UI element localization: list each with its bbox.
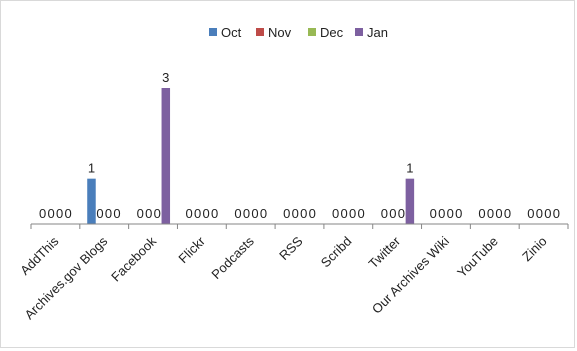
data-label-facebook-dec: 0	[154, 206, 161, 221]
data-label-zinio-jan: 0	[553, 206, 560, 221]
legend-label-dec: Dec	[320, 25, 344, 40]
data-label-podcasts-oct: 0	[234, 206, 241, 221]
legend-label-nov: Nov	[268, 25, 292, 40]
legend-swatch-nov	[256, 28, 264, 36]
data-label-podcasts-jan: 0	[260, 206, 267, 221]
data-label-our-archives-wiki-dec: 0	[447, 206, 454, 221]
data-label-twitter-dec: 0	[398, 206, 405, 221]
legend-label-jan: Jan	[367, 25, 388, 40]
legend: Oct Nov Dec Jan	[209, 25, 388, 40]
x-tick-label-twitter: Twitter	[366, 233, 404, 271]
data-label-youtube-dec: 0	[495, 206, 502, 221]
data-label-scribd-jan: 0	[357, 206, 364, 221]
x-tick-label-zinio: Zinio	[519, 234, 550, 265]
bar-twitter-jan	[405, 178, 415, 224]
data-label-podcasts-dec: 0	[251, 206, 258, 221]
x-axis-ticks	[30, 224, 569, 229]
data-label-scribd-oct: 0	[332, 206, 339, 221]
data-label-archives-gov-blogs-oct: 1	[88, 161, 95, 176]
data-label-rss-nov: 0	[292, 206, 299, 221]
legend-swatch-oct	[209, 28, 217, 36]
x-tick-label-podcasts: Podcasts	[208, 233, 257, 282]
data-label-archives-gov-blogs-jan: 0	[113, 206, 120, 221]
x-tick-label-rss: RSS	[276, 233, 306, 263]
data-label-rss-dec: 0	[300, 206, 307, 221]
data-label-flickr-nov: 0	[194, 206, 201, 221]
x-tick-label-youtube: YouTube	[454, 234, 501, 281]
data-label-flickr-jan: 0	[211, 206, 218, 221]
data-label-addthis-dec: 0	[56, 206, 63, 221]
data-label-our-archives-wiki-jan: 0	[455, 206, 462, 221]
legend-swatch-jan	[355, 28, 363, 36]
data-label-facebook-jan: 3	[162, 70, 169, 85]
data-label-twitter-jan: 1	[406, 161, 413, 176]
x-tick-label-flickr: Flickr	[175, 233, 208, 266]
data-label-archives-gov-blogs-dec: 0	[105, 206, 112, 221]
data-label-facebook-oct: 0	[137, 206, 144, 221]
data-label-addthis-oct: 0	[39, 206, 46, 221]
data-label-flickr-dec: 0	[202, 206, 209, 221]
data-label-youtube-oct: 0	[478, 206, 485, 221]
data-label-scribd-dec: 0	[349, 206, 356, 221]
bar-facebook-jan	[161, 88, 171, 224]
data-label-our-archives-wiki-nov: 0	[438, 206, 445, 221]
x-tick-label-addthis: AddThis	[17, 233, 62, 278]
data-label-youtube-nov: 0	[487, 206, 494, 221]
data-label-zinio-nov: 0	[536, 206, 543, 221]
legend-label-oct: Oct	[221, 25, 242, 40]
data-label-our-archives-wiki-oct: 0	[430, 206, 437, 221]
x-tick-label-archives-gov-blogs: Archives.gov Blogs	[22, 233, 111, 322]
data-label-zinio-oct: 0	[527, 206, 534, 221]
data-label-addthis-jan: 0	[65, 206, 72, 221]
data-labels: 0 0 0 010 0 0 0 0 030 0 0 0 0 0 0 0 0 0 0 0 0 0 0 0 0 0 010 0 0 0 0 0 0 0…	[39, 70, 560, 221]
x-tick-label-scribd: Scribd	[318, 234, 355, 271]
data-label-addthis-nov: 0	[48, 206, 55, 221]
data-label-archives-gov-blogs-nov: 0	[96, 206, 103, 221]
x-tick-label-facebook: Facebook	[108, 233, 159, 284]
data-label-scribd-nov: 0	[340, 206, 347, 221]
data-label-zinio-dec: 0	[544, 206, 551, 221]
data-label-twitter-nov: 0	[389, 206, 396, 221]
data-label-rss-oct: 0	[283, 206, 290, 221]
data-label-flickr-oct: 0	[185, 206, 192, 221]
data-label-youtube-jan: 0	[504, 206, 511, 221]
data-label-podcasts-nov: 0	[243, 206, 250, 221]
bars	[87, 88, 415, 224]
data-label-rss-jan: 0	[309, 206, 316, 221]
legend-swatch-dec	[308, 28, 316, 36]
bar-archives-gov-blogs-oct	[87, 178, 96, 224]
data-label-twitter-oct: 0	[381, 206, 388, 221]
data-label-facebook-nov: 0	[145, 206, 152, 221]
